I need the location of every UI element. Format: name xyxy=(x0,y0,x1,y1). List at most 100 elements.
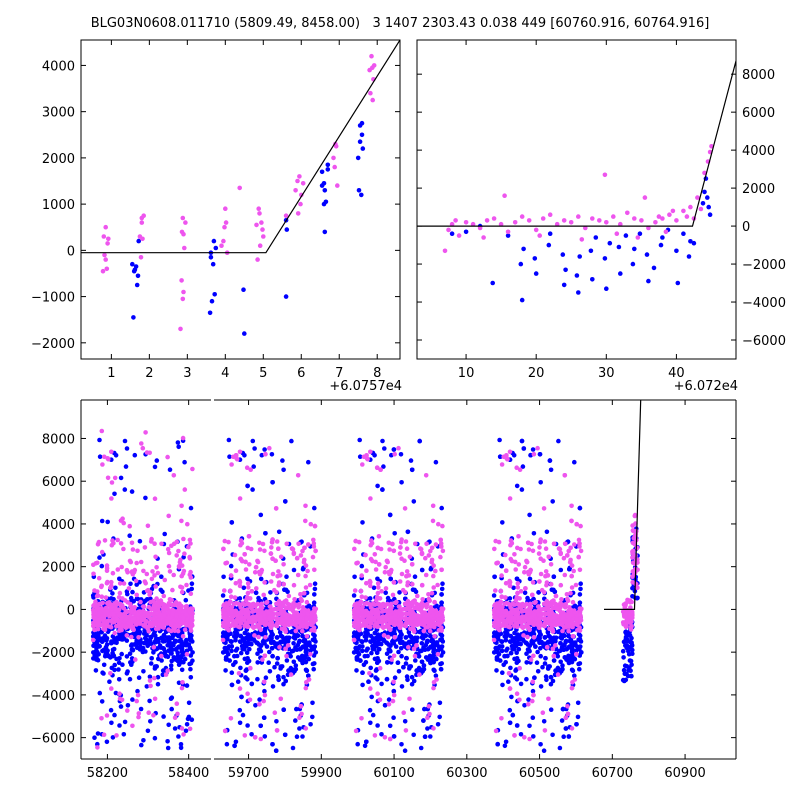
data-point xyxy=(436,622,442,628)
data-point xyxy=(538,653,543,659)
data-point xyxy=(222,224,227,230)
data-point xyxy=(588,248,594,254)
data-point xyxy=(180,643,186,648)
data-point xyxy=(130,547,136,552)
data-point xyxy=(102,538,108,543)
data-point xyxy=(312,523,318,529)
data-point xyxy=(263,675,269,680)
data-point xyxy=(109,686,114,691)
data-point xyxy=(570,668,576,673)
data-point xyxy=(165,454,170,460)
data-point xyxy=(368,633,374,639)
data-point xyxy=(431,563,437,568)
data-point xyxy=(141,213,146,218)
data-point xyxy=(310,554,316,560)
data-point xyxy=(395,660,401,665)
data-point xyxy=(174,646,179,652)
data-point xyxy=(170,633,176,638)
data-point xyxy=(527,648,532,654)
data-point xyxy=(653,220,658,225)
data-point xyxy=(387,723,393,729)
data-point xyxy=(399,556,404,561)
data-point xyxy=(351,637,357,643)
data-point xyxy=(576,632,582,637)
data-point xyxy=(134,282,140,288)
data-point xyxy=(99,428,105,434)
data-point xyxy=(241,637,247,643)
data-point xyxy=(298,592,303,597)
data-point xyxy=(674,248,679,254)
data-point xyxy=(182,656,188,662)
data-point xyxy=(168,636,173,641)
data-point xyxy=(514,483,520,489)
data-point xyxy=(398,640,403,646)
data-point xyxy=(128,660,133,665)
data-point xyxy=(229,644,234,649)
data-point xyxy=(274,539,280,544)
data-point xyxy=(508,639,513,645)
data-point xyxy=(232,653,237,659)
data-point xyxy=(433,568,438,574)
data-point xyxy=(161,593,167,599)
data-point xyxy=(561,282,567,288)
data-point xyxy=(427,628,433,634)
data-point xyxy=(370,65,375,70)
data-point xyxy=(141,669,146,674)
data-point xyxy=(187,554,192,560)
data-point xyxy=(590,277,595,282)
data-point xyxy=(226,437,232,443)
data-point xyxy=(368,639,374,645)
data-point xyxy=(425,625,430,630)
data-point xyxy=(289,438,294,444)
data-point xyxy=(519,487,525,492)
data-point xyxy=(535,649,540,655)
data-point xyxy=(103,224,108,230)
data-point xyxy=(359,120,365,126)
data-point xyxy=(561,218,567,223)
data-point xyxy=(639,218,644,223)
data-point xyxy=(274,728,280,733)
data-point xyxy=(412,574,418,579)
data-point xyxy=(156,639,161,645)
data-point xyxy=(391,580,397,585)
data-point xyxy=(359,192,364,198)
data-point xyxy=(233,739,239,745)
data-point xyxy=(359,623,364,629)
data-point xyxy=(117,691,122,696)
data-point xyxy=(253,564,259,570)
data-point xyxy=(425,646,431,652)
data-point xyxy=(540,664,545,670)
data-point xyxy=(686,254,692,259)
data-point xyxy=(433,641,438,647)
data-point xyxy=(237,707,243,713)
data-point xyxy=(424,639,430,645)
data-point xyxy=(112,601,117,606)
data-point xyxy=(518,681,524,687)
data-point xyxy=(295,473,301,478)
data-point xyxy=(232,552,238,558)
data-point xyxy=(373,567,379,572)
data-point xyxy=(357,454,363,460)
data-point xyxy=(128,559,134,565)
data-point xyxy=(152,675,157,681)
data-point xyxy=(157,643,163,648)
data-point xyxy=(368,556,374,562)
data-point xyxy=(572,673,577,678)
data-point xyxy=(325,162,331,168)
data-point xyxy=(303,585,309,590)
data-point xyxy=(293,645,298,650)
data-point xyxy=(558,567,564,573)
data-point xyxy=(417,438,423,444)
data-point xyxy=(185,521,190,527)
data-point xyxy=(378,634,383,639)
data-point xyxy=(433,542,439,547)
data-point xyxy=(426,704,432,709)
data-point xyxy=(431,645,436,651)
data-point xyxy=(145,728,151,734)
data-point xyxy=(97,437,102,443)
data-point xyxy=(151,650,156,655)
data-point xyxy=(439,586,445,592)
data-point xyxy=(247,562,252,567)
data-point xyxy=(213,245,219,251)
data-point xyxy=(376,562,382,567)
